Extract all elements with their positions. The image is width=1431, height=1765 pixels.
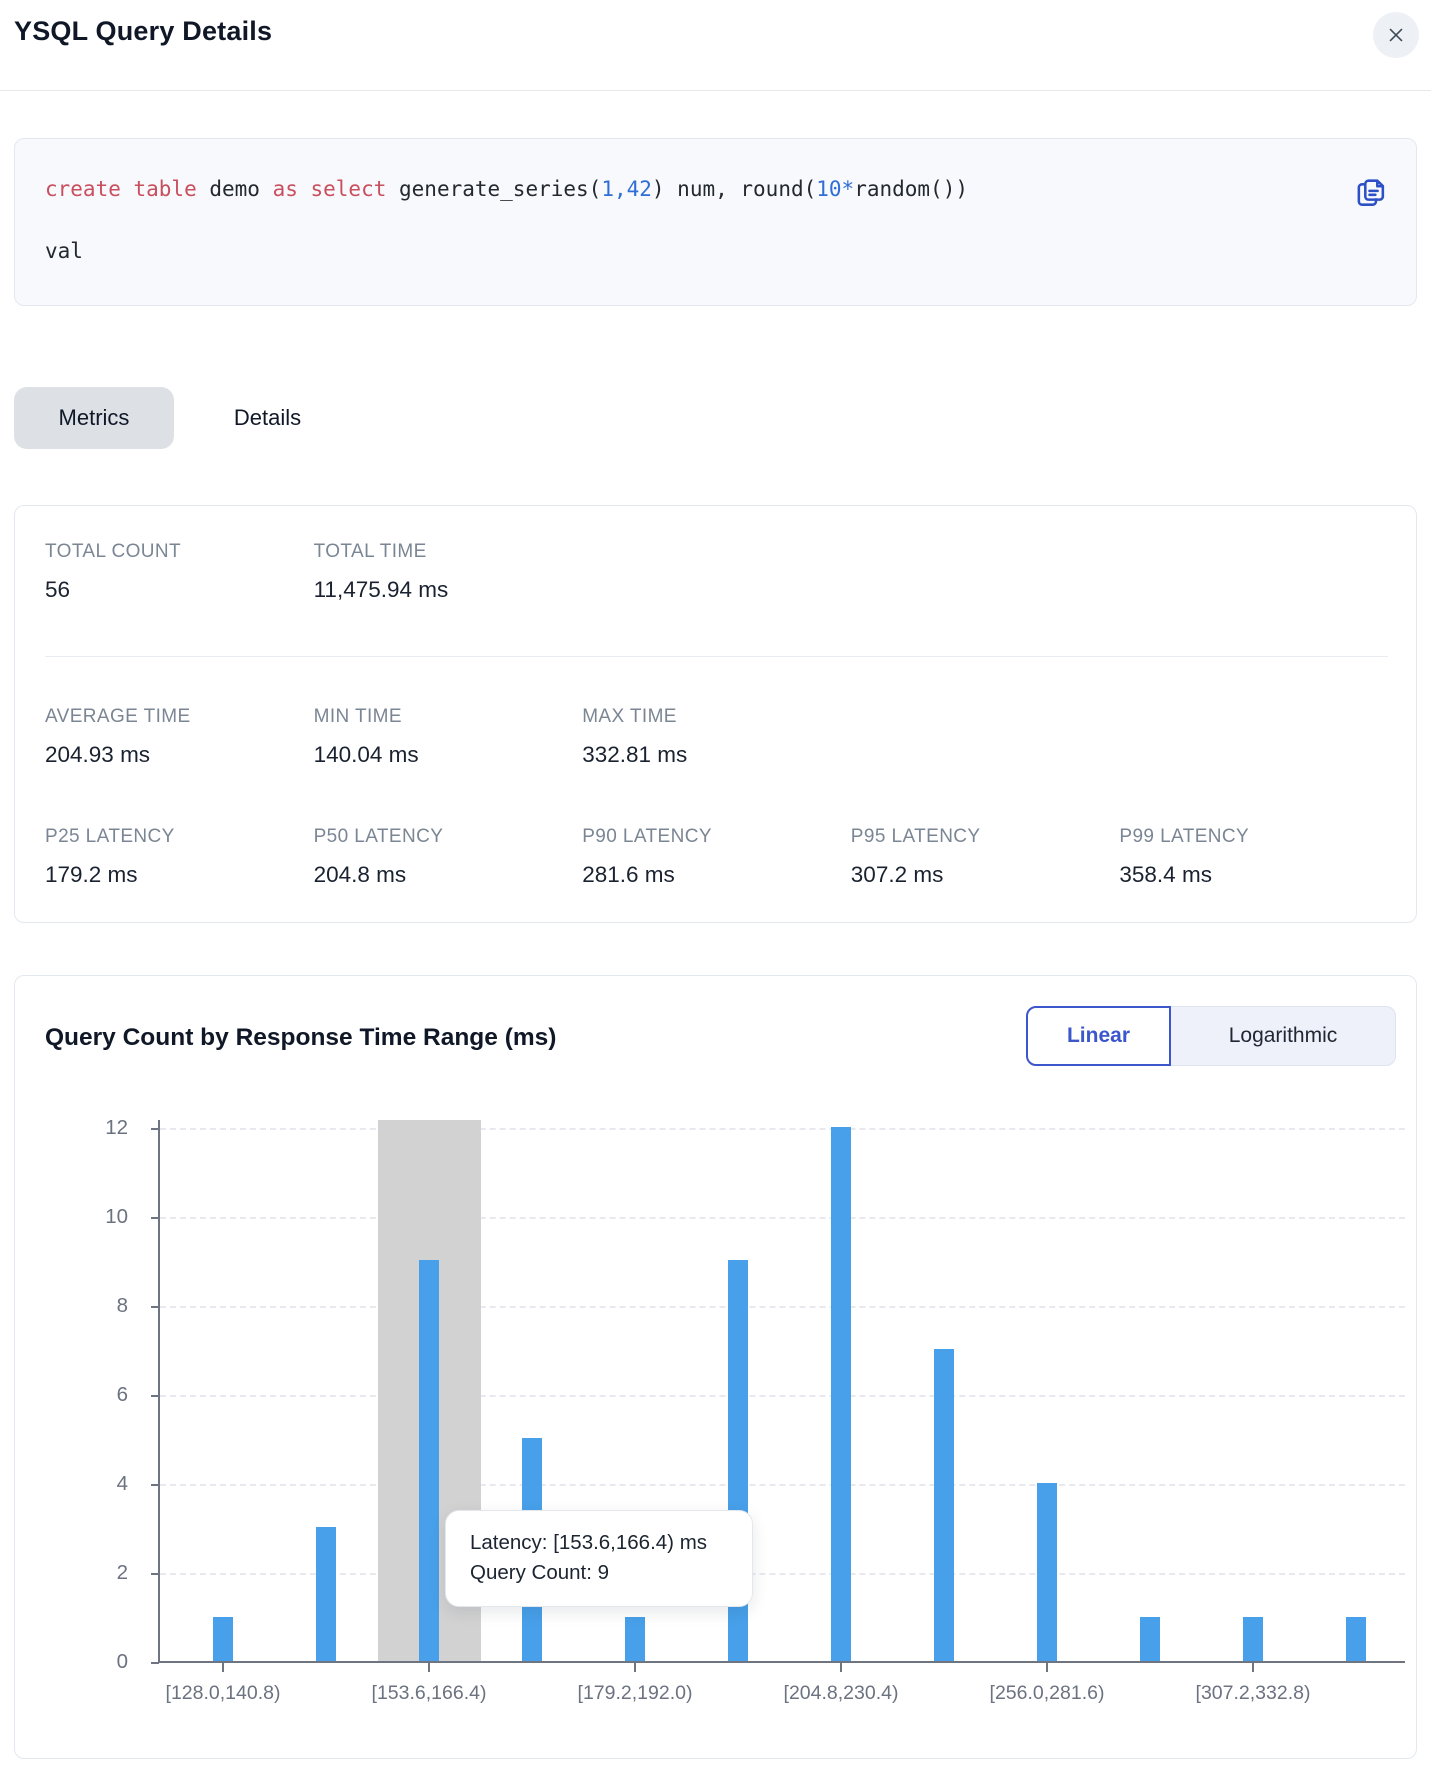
metric-label: P95 LATENCY [850, 826, 981, 847]
y-axis-label: 12 [105, 1115, 128, 1139]
metric-value: 307.2 ms [850, 862, 944, 887]
tooltip-count: Query Count: 9 [470, 1561, 610, 1584]
x-axis-tick [1252, 1663, 1254, 1672]
histogram-plot-area: 0 2 4 6 8 10 12 [128.0,140.8) [153.6,166.4) [179.… [105, 1116, 1405, 1704]
close-icon [1385, 24, 1407, 46]
y-axis-label: 2 [116, 1560, 128, 1584]
tab-details[interactable]: Details [200, 387, 335, 449]
metric-label: P50 LATENCY [313, 826, 444, 847]
gridline [160, 1572, 1405, 1575]
tab-metrics[interactable]: Metrics [14, 387, 174, 449]
chart-tooltip: Latency: [153.6,166.4) ms Query Count: 9 [445, 1510, 753, 1607]
y-axis-label: 8 [116, 1293, 128, 1317]
x-axis-label: [307.2,332.8) [1195, 1682, 1311, 1704]
x-axis-label: [256.0,281.6) [989, 1682, 1105, 1704]
y-axis-tick [151, 1572, 159, 1575]
gridline [160, 1483, 1405, 1486]
latency-histogram-card: Query Count by Response Time Range (ms) … [14, 975, 1417, 1759]
metric-label: AVERAGE TIME [45, 706, 191, 727]
metric-value: 204.93 ms [45, 742, 151, 767]
y-axis-tick [151, 1305, 159, 1308]
sql-query-block: create table demo as select generate_ser… [14, 138, 1417, 306]
histogram-bar[interactable] [1037, 1482, 1057, 1661]
metric-label: MIN TIME [313, 706, 402, 727]
copy-button[interactable] [1353, 173, 1393, 213]
logarithmic-scale-button[interactable]: Logarithmic [1171, 1006, 1396, 1066]
y-axis-label: 6 [116, 1382, 128, 1406]
metrics-divider [45, 656, 1388, 657]
close-button[interactable] [1373, 12, 1419, 58]
metric-label: P25 LATENCY [45, 826, 175, 847]
gridline [160, 1394, 1405, 1397]
metric-value: 179.2 ms [45, 862, 138, 887]
histogram-bar[interactable] [1140, 1616, 1160, 1661]
metric-value: 204.8 ms [313, 862, 407, 887]
scale-toggle-group: Linear Logarithmic [1026, 1006, 1396, 1066]
linear-scale-button[interactable]: Linear [1026, 1006, 1171, 1066]
gridline [160, 1127, 1405, 1130]
x-axis-tick [634, 1663, 636, 1672]
metric-value: 140.04 ms [313, 742, 419, 767]
metric-label: P99 LATENCY [1119, 826, 1250, 847]
x-axis-tick [840, 1663, 842, 1672]
y-axis-label: 0 [116, 1650, 128, 1673]
chart-title: Query Count by Response Time Range (ms) [45, 1024, 557, 1051]
metric-value: 11,475.94 ms [313, 577, 449, 602]
tooltip-latency: Latency: [153.6,166.4) ms [470, 1531, 708, 1554]
histogram-bar[interactable] [625, 1616, 645, 1661]
header-divider [0, 90, 1431, 91]
metrics-row-latencies: P25 LATENCY 179.2 ms P50 LATENCY 204.8 ms … [45, 826, 1388, 888]
sql-line-2: val [45, 239, 83, 263]
y-axis-label: 4 [116, 1471, 128, 1495]
y-axis-tick [151, 1483, 159, 1486]
x-axis-tick [222, 1663, 224, 1672]
y-axis-tick [151, 1394, 159, 1397]
metric-value: 56 [45, 577, 71, 602]
histogram-bar[interactable] [213, 1616, 233, 1661]
metric-label: MAX TIME [582, 706, 677, 727]
metric-label: TOTAL TIME [313, 541, 427, 562]
metrics-row-totals: TOTAL COUNT 56 TOTAL TIME 11,475.94 ms [45, 541, 1388, 603]
metric-value: 332.81 ms [582, 742, 688, 767]
metric-value: 358.4 ms [1119, 862, 1212, 887]
x-axis-label: [179.2,192.0) [577, 1682, 693, 1704]
metrics-panel: TOTAL COUNT 56 TOTAL TIME 11,475.94 ms AVE… [14, 505, 1417, 923]
metric-label: TOTAL COUNT [45, 541, 181, 562]
y-axis-label: 10 [105, 1204, 128, 1228]
metric-value: 281.6 ms [582, 862, 675, 887]
histogram-bar[interactable] [831, 1126, 851, 1661]
y-axis-tick [151, 1127, 159, 1130]
copy-icon [1353, 175, 1393, 211]
gridline [160, 1305, 1405, 1308]
histogram-bar[interactable] [316, 1527, 336, 1661]
x-axis-tick [428, 1663, 430, 1672]
histogram-bar[interactable] [1243, 1616, 1263, 1661]
x-axis-label: [204.8,230.4) [783, 1682, 899, 1704]
x-axis-label: [128.0,140.8) [165, 1682, 281, 1704]
histogram-bar[interactable] [934, 1349, 954, 1661]
gridline [160, 1216, 1405, 1219]
y-axis-tick [151, 1216, 159, 1219]
y-axis-tick [151, 1662, 159, 1664]
histogram-bar[interactable] [419, 1260, 439, 1661]
page-title: YSQL Query Details [14, 16, 273, 46]
metric-label: P90 LATENCY [582, 826, 712, 847]
x-axis-label: [153.6,166.4) [371, 1682, 487, 1704]
sql-line-1: create table demo as select generate_ser… [45, 177, 968, 201]
metrics-row-times: AVERAGE TIME 204.93 ms MIN TIME 140.04 ms … [45, 706, 1388, 768]
x-axis-tick [1046, 1663, 1048, 1672]
histogram-bar[interactable] [1346, 1616, 1366, 1661]
